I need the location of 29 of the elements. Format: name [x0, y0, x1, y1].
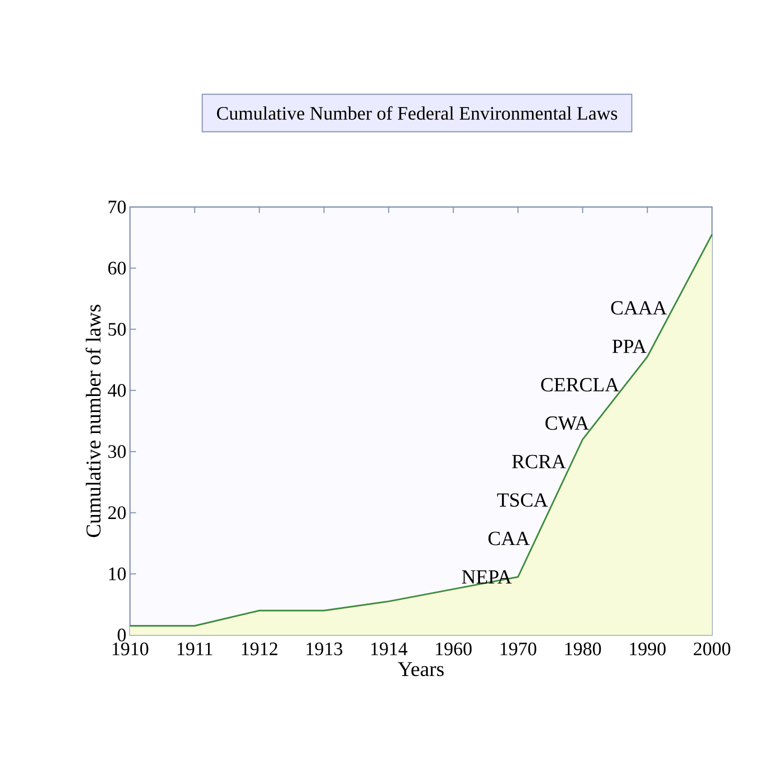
x-tick-label: 1914 [371, 642, 408, 656]
annotation: CAA [488, 532, 530, 546]
annotation: CERCLA [541, 378, 620, 392]
x-tick-label: 1960 [436, 642, 472, 656]
x-tick-label: 2000 [694, 642, 730, 656]
x-tick-label: 1910 [112, 642, 148, 656]
y-tick-label: 10 [109, 567, 126, 580]
chart-title: Cumulative Number of Federal Environmental Laws [217, 106, 618, 120]
x-tick-label: 1980 [565, 642, 601, 656]
annotation: TSCA [497, 493, 548, 507]
annotation: NEPA [462, 570, 512, 584]
x-tick-label: 1912 [242, 642, 278, 656]
x-tick-label: 1970 [500, 642, 536, 656]
y-tick-label: 60 [108, 262, 126, 275]
annotation: RCRA [512, 454, 566, 468]
annotation: CAAA [611, 301, 667, 315]
annotation: PPA [612, 340, 647, 353]
y-tick-label: 50 [108, 322, 126, 336]
annotation: CWA [546, 416, 589, 430]
x-tick-label: 1990 [630, 642, 666, 656]
x-tick-label: 1911 [178, 642, 212, 656]
y-tick-label: 0 [118, 628, 126, 642]
y-tick-label: 40 [108, 384, 126, 397]
y-axis-title: Cumulative number of laws [86, 304, 101, 538]
x-tick-label: 1913 [306, 642, 342, 656]
x-axis-title: Years [398, 662, 444, 676]
y-tick-label: 20 [108, 506, 126, 520]
y-tick-label: 70 [108, 200, 126, 214]
y-tick-label: 30 [108, 445, 126, 458]
